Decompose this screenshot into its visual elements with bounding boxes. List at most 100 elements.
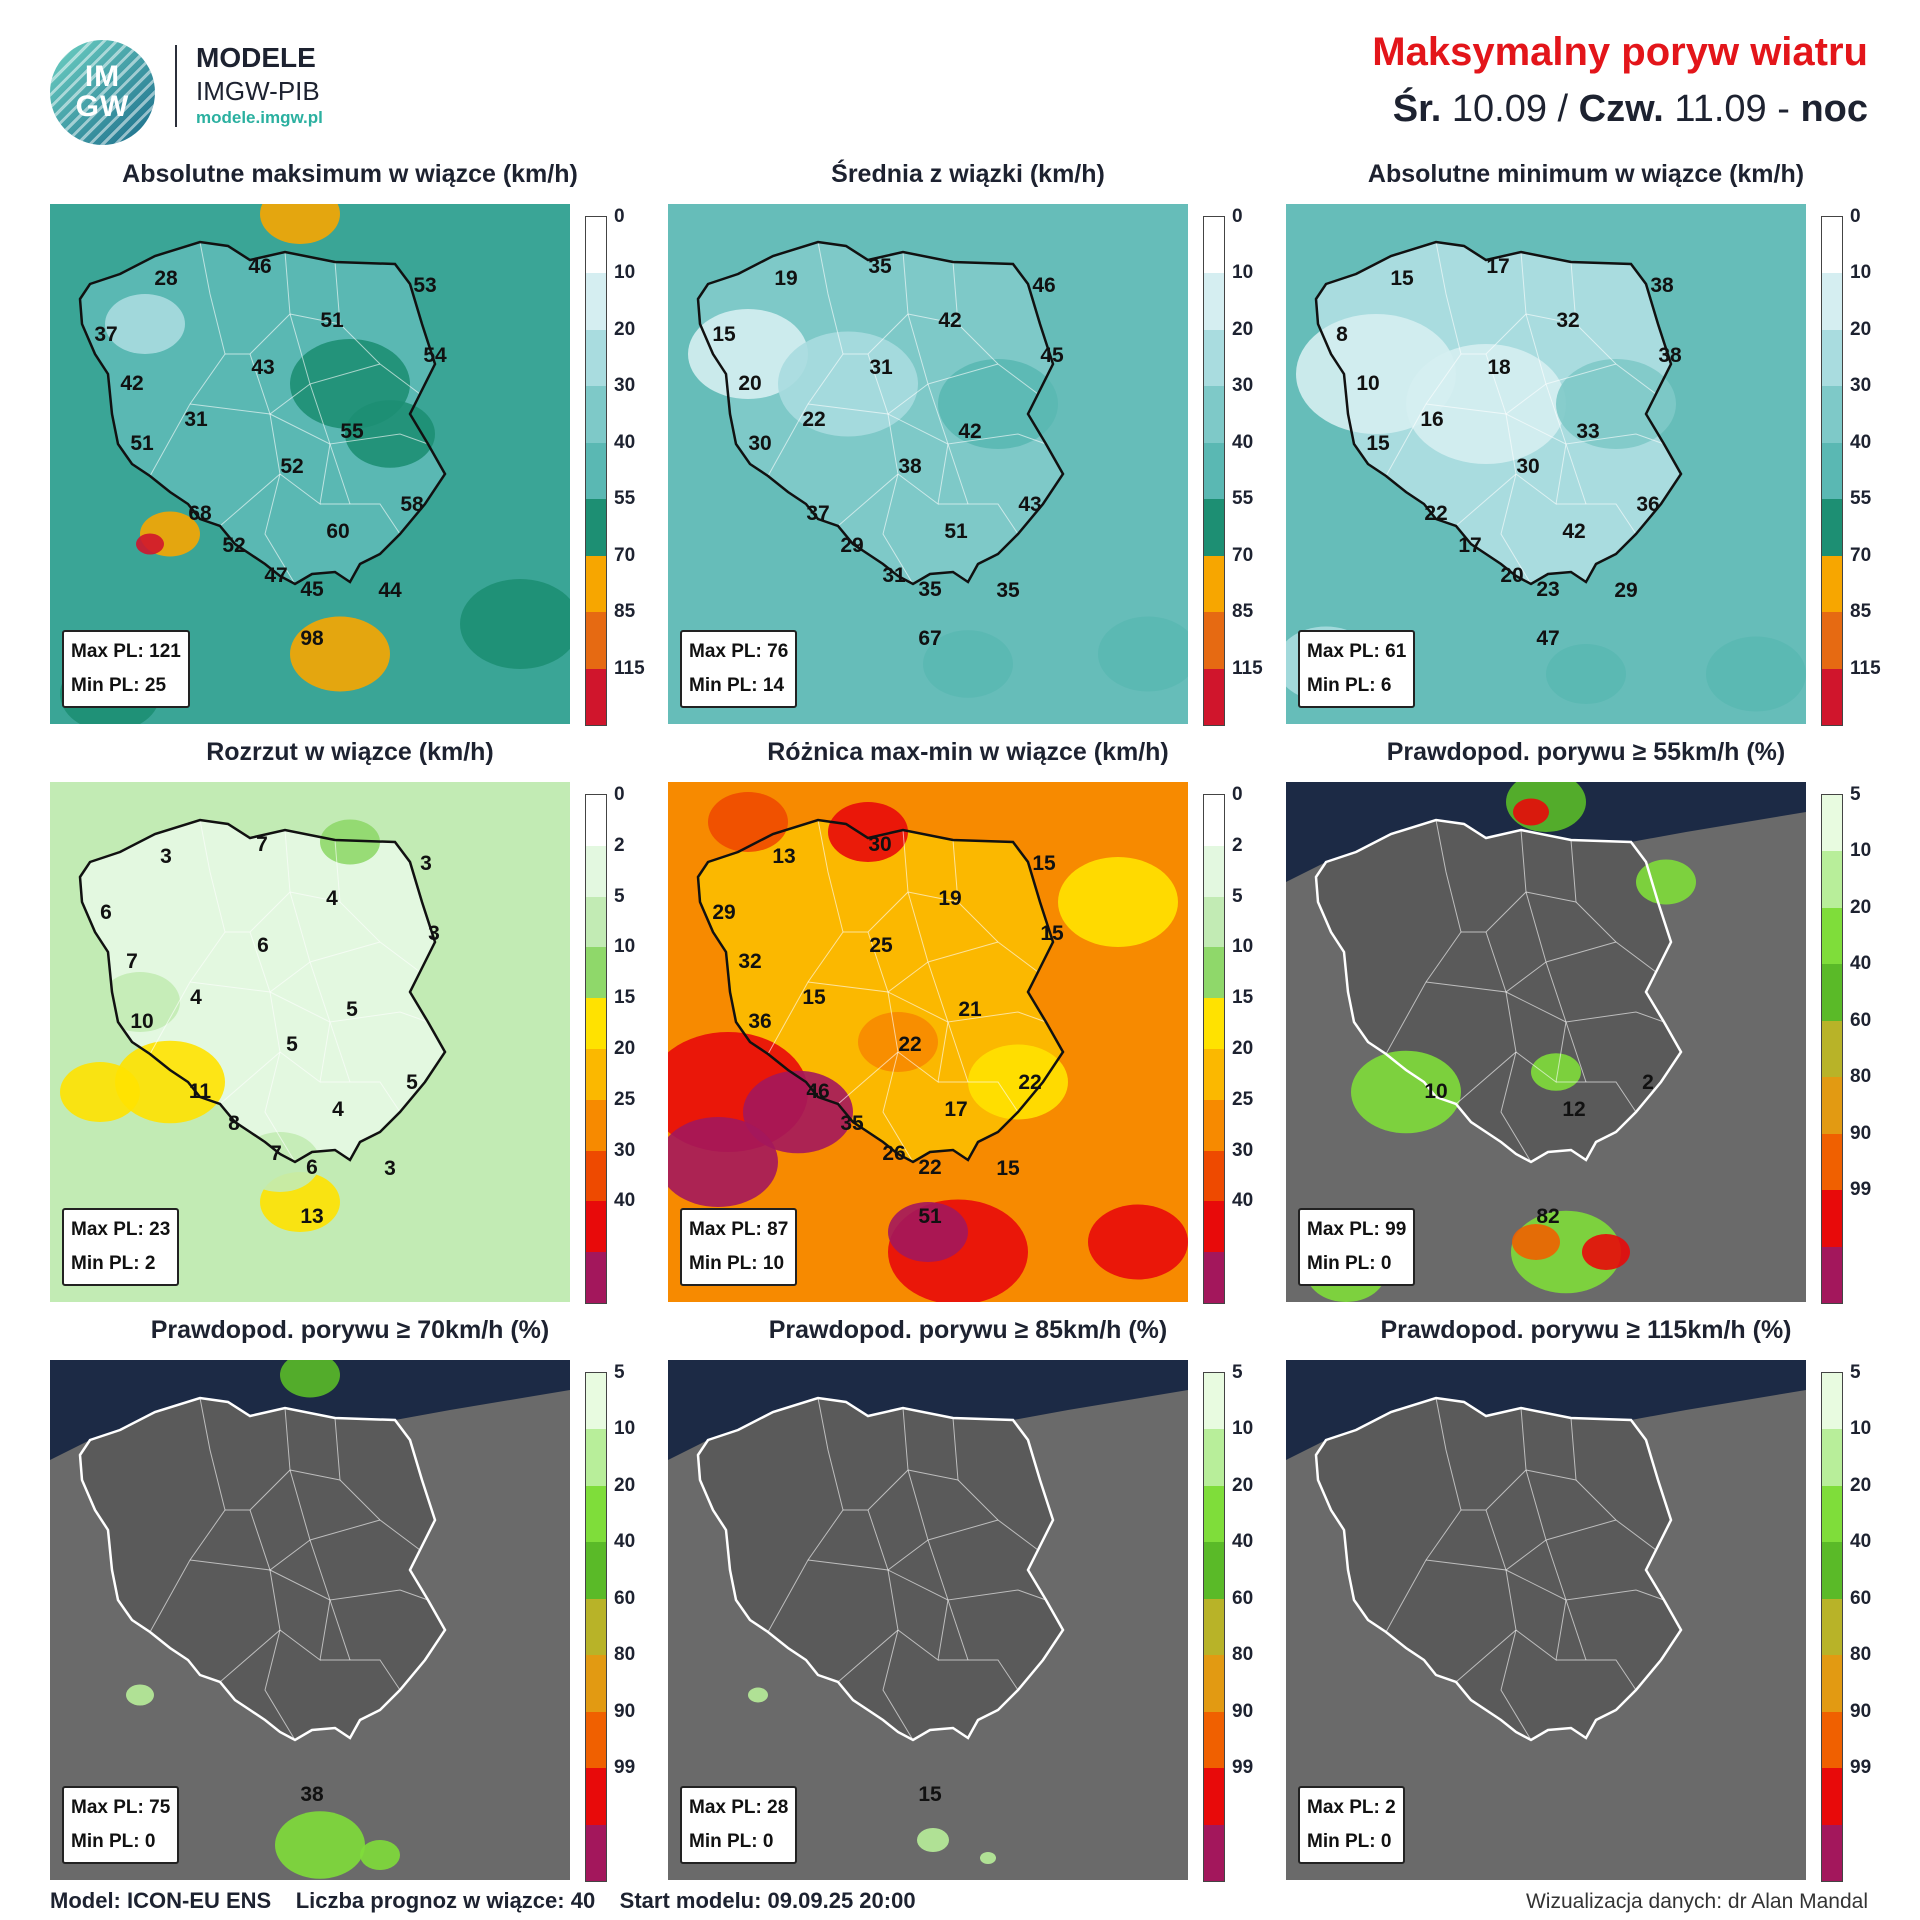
color-bar-tick: 85 bbox=[614, 601, 636, 623]
brand-url[interactable]: modele.imgw.pl bbox=[196, 108, 323, 127]
value-label: 10 bbox=[130, 1009, 154, 1033]
value-label: 36 bbox=[1636, 492, 1660, 516]
voivodeship-border bbox=[225, 829, 291, 933]
field-blob bbox=[968, 1044, 1068, 1120]
color-bar-segment bbox=[1822, 1598, 1842, 1656]
field-blob bbox=[1546, 644, 1626, 704]
panel-title: Średnia z wiązki (km/h) bbox=[831, 160, 1105, 188]
voivodeship-border bbox=[843, 251, 909, 355]
color-bar-tick: 55 bbox=[614, 488, 636, 510]
stats-box: Max PL: 75 Min PL: 0 bbox=[62, 1786, 180, 1864]
footer-members: Liczba prognoz w wiązce: 40 bbox=[295, 1888, 596, 1913]
value-label: 5 bbox=[286, 1033, 298, 1057]
color-bar-tick: 30 bbox=[1232, 1139, 1254, 1161]
voivodeship-border bbox=[1461, 1407, 1527, 1511]
value-label: 22 bbox=[898, 1033, 922, 1057]
color-bar-tick: 20 bbox=[1232, 1474, 1254, 1496]
color-bar-tick: 20 bbox=[1850, 1474, 1872, 1496]
value-label: 52 bbox=[280, 455, 304, 479]
voivodeship-border bbox=[882, 1629, 914, 1741]
color-bar-tick: 10 bbox=[1232, 936, 1254, 958]
field-blob bbox=[688, 309, 808, 399]
field-blob bbox=[1531, 1053, 1581, 1091]
header: IM GW MODELE IMGW-PIB modele.imgw.pl Mak… bbox=[0, 0, 1920, 150]
value-label: 82 bbox=[1536, 1205, 1560, 1229]
color-bar-segment bbox=[1822, 1373, 1842, 1430]
value-label: 31 bbox=[882, 564, 906, 588]
subtitle-period: noc bbox=[1800, 88, 1868, 130]
voivodeship-border bbox=[843, 1407, 909, 1511]
max-pl-label: Max PL: 23 bbox=[71, 1219, 171, 1240]
max-pl-label: Max PL: 121 bbox=[71, 641, 181, 662]
panel-title: Prawdopod. porywu ≥ 70km/h (%) bbox=[150, 1316, 550, 1344]
footer-model: Model: ICON-EU ENS bbox=[50, 1888, 272, 1913]
color-bar-tick: 5 bbox=[1850, 784, 1861, 805]
value-label: 19 bbox=[938, 887, 962, 910]
color-bar-segment bbox=[586, 1099, 606, 1151]
voivodeship-border bbox=[807, 403, 899, 527]
voivodeship-border bbox=[329, 443, 351, 505]
panel-title: Absolutne maksimum w wiązce (km/h) bbox=[122, 160, 578, 188]
color-bar-segment bbox=[1822, 1133, 1842, 1191]
max-pl-label: Max PL: 61 bbox=[1307, 641, 1407, 662]
value-label: 33 bbox=[1576, 420, 1600, 444]
color-bar-tick: 2 bbox=[1232, 834, 1243, 856]
color-bar-tick: 99 bbox=[1850, 1179, 1872, 1201]
color-bar-segment bbox=[1822, 1824, 1842, 1881]
color-bar-segment bbox=[586, 1373, 606, 1430]
max-pl-label: Max PL: 75 bbox=[71, 1797, 171, 1818]
voivodeship-border bbox=[807, 981, 899, 1105]
color-bar-segment bbox=[1204, 499, 1224, 556]
value-label: 15 bbox=[1366, 431, 1390, 455]
logo-text: IM GW bbox=[50, 62, 155, 122]
value-label: 3 bbox=[160, 844, 172, 868]
value-label: 54 bbox=[423, 344, 447, 368]
voivodeship-border bbox=[887, 1569, 949, 1661]
voivodeship-border bbox=[264, 473, 296, 585]
color-bar bbox=[1203, 1372, 1225, 1882]
field-blob bbox=[1556, 359, 1676, 449]
color-bar-tick: 10 bbox=[1232, 1418, 1254, 1440]
max-pl-label: Max PL: 2 bbox=[1307, 1797, 1396, 1818]
value-label: 22 bbox=[918, 1156, 942, 1180]
color-bar-tick: 20 bbox=[1850, 896, 1872, 918]
value-label: 17 bbox=[1486, 255, 1510, 279]
value-label: 22 bbox=[1424, 502, 1448, 526]
color-bar-tick: 40 bbox=[614, 1531, 636, 1553]
color-bar-segment bbox=[1822, 442, 1842, 500]
baltic-sea bbox=[1286, 1360, 1806, 1460]
voivodeship-border bbox=[807, 1559, 899, 1683]
voivodeship-border bbox=[887, 413, 949, 505]
color-bar bbox=[1821, 794, 1843, 1304]
panel-title: Absolutne minimum w wiązce (km/h) bbox=[1367, 160, 1805, 188]
field-blob bbox=[280, 1360, 340, 1398]
value-label: 36 bbox=[748, 1009, 772, 1033]
baltic-sea bbox=[50, 1360, 570, 1460]
color-bar-segment bbox=[1822, 612, 1842, 669]
color-bar-tick: 115 bbox=[1232, 657, 1263, 679]
voivodeship-border bbox=[309, 383, 429, 445]
field-blob bbox=[320, 819, 380, 865]
value-label: 42 bbox=[958, 420, 982, 444]
color-bar bbox=[585, 216, 607, 726]
color-bar-tick: 99 bbox=[614, 1757, 636, 1779]
color-bar-tick: 2 bbox=[614, 834, 625, 856]
field-blob bbox=[1098, 616, 1188, 692]
value-label: 10 bbox=[1356, 372, 1380, 396]
color-bar-segment bbox=[1822, 964, 1842, 1021]
panel-title: Prawdopod. porywu ≥ 85km/h (%) bbox=[768, 1316, 1168, 1344]
value-label: 28 bbox=[154, 266, 178, 290]
color-bar-tick: 99 bbox=[1232, 1757, 1254, 1779]
value-label: 10 bbox=[1424, 1080, 1448, 1104]
footer-model-info: Model: ICON-EU ENS Liczba prognoz w wiąz… bbox=[50, 1888, 916, 1914]
value-label: 32 bbox=[1556, 309, 1580, 332]
min-pl-label: Min PL: 0 bbox=[71, 1831, 156, 1852]
field-blob bbox=[917, 1828, 949, 1852]
color-bar-segment bbox=[1822, 1542, 1842, 1599]
value-label: 5 bbox=[346, 998, 358, 1022]
field-blob bbox=[980, 1852, 996, 1864]
field-blob bbox=[240, 1132, 320, 1192]
color-bar-segment bbox=[1204, 668, 1224, 725]
color-bar-segment bbox=[586, 386, 606, 443]
panel-title: Prawdopod. porywu ≥ 55km/h (%) bbox=[1386, 738, 1786, 766]
